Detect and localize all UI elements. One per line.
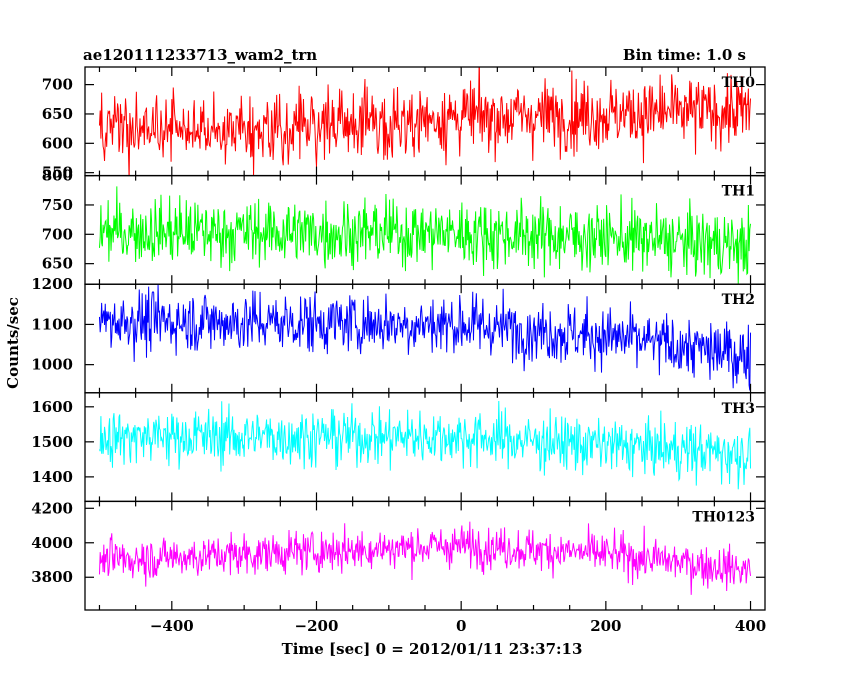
- x-tick-label: −400: [150, 617, 194, 635]
- panel-label-th2: TH2: [722, 292, 755, 308]
- y-axis-label: Counts/sec: [4, 297, 22, 389]
- y-tick-label: 4200: [31, 499, 73, 517]
- y-tick-label: 700: [42, 76, 73, 94]
- x-tick-label: 0: [456, 617, 466, 635]
- y-tick-label: 1500: [31, 433, 73, 451]
- series-th0: [98, 67, 752, 176]
- panel-label-th1: TH1: [722, 184, 755, 200]
- panels: 550 600 650 700 TH0 650 700 750 800 TH1 1000 1100 12…: [31, 66, 766, 635]
- series-th2: [98, 284, 752, 391]
- series-th3: [99, 401, 752, 490]
- y-tick-label: 4000: [31, 534, 73, 552]
- series-th0123: [98, 521, 752, 595]
- panel-label-th0: TH0: [722, 75, 756, 91]
- y-tick-label: 650: [42, 255, 73, 273]
- x-tick-label: 200: [590, 617, 621, 635]
- y-tick-label: 650: [42, 105, 73, 123]
- y-tick-label: 750: [42, 196, 73, 214]
- y-tick-label: 800: [42, 167, 73, 185]
- y-tick-label: 700: [42, 225, 73, 243]
- y-tick-label: 1100: [31, 315, 73, 333]
- x-tick-label: 400: [735, 617, 766, 635]
- panel-label-th0123: TH0123: [692, 509, 755, 525]
- y-tick-label: 3800: [31, 568, 73, 586]
- y-tick-label: 600: [42, 134, 73, 152]
- x-tick-label: −200: [295, 617, 339, 635]
- y-tick-label: 1000: [31, 356, 73, 374]
- series-th1: [98, 186, 752, 284]
- y-tick-label: 1600: [31, 398, 73, 416]
- chart-title: ae120111233713_wam2_trn: [83, 46, 317, 64]
- bin-time-label: Bin time: 1.0 s: [623, 46, 746, 64]
- panel-label-th3: TH3: [722, 401, 755, 417]
- y-tick-label: 550: [42, 164, 73, 182]
- x-axis-label: Time [sec] 0 = 2012/01/11 23:37:13: [282, 640, 583, 658]
- y-tick-label: 1200: [31, 275, 73, 293]
- y-tick-label: 1400: [31, 468, 73, 486]
